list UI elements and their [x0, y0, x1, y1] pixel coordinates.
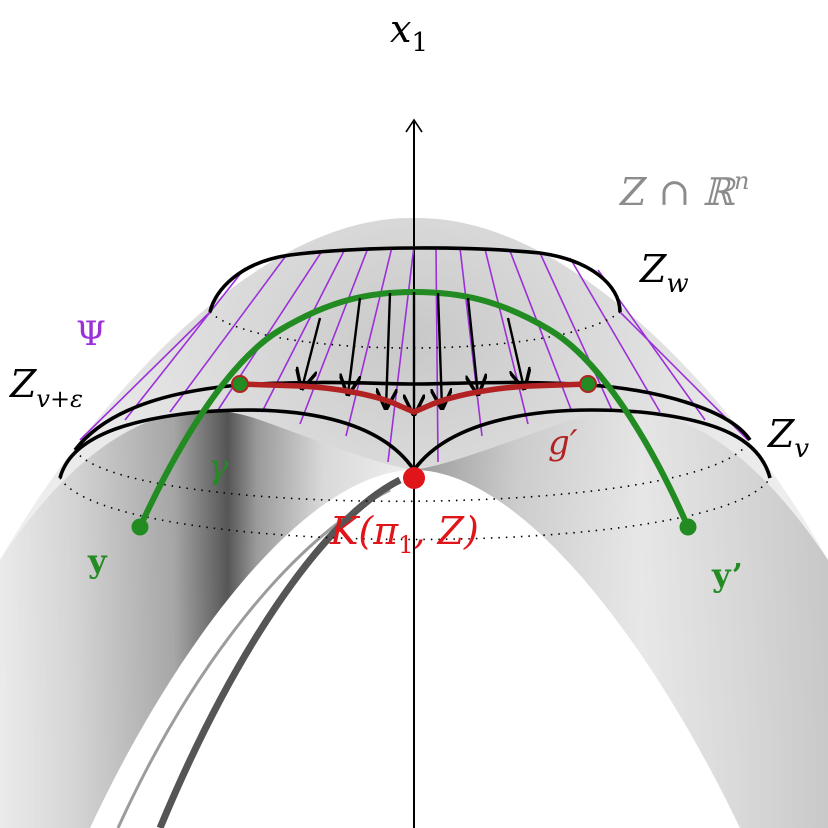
retraction-arrow: [386, 292, 390, 408]
y-label: y: [87, 542, 108, 580]
zve-label: Zv+ε: [9, 362, 83, 413]
retraction-arrows: [302, 292, 524, 414]
surface-dark-fold-inner: [116, 488, 391, 828]
psi-line: [569, 257, 661, 413]
yprime-label: y’: [711, 556, 743, 594]
psi-line: [484, 248, 529, 425]
psi-line: [299, 247, 369, 425]
dotted-back-curves: [59, 311, 771, 541]
retraction-arrow: [506, 317, 524, 388]
retraction-arrow: [348, 297, 362, 394]
zv-right-curve: [412, 408, 772, 479]
psi-line: [387, 245, 415, 463]
psi-line: [79, 311, 211, 441]
psi-line: [459, 247, 483, 437]
zve-back-curve: [74, 439, 751, 503]
point-y: [131, 518, 149, 536]
gprime-label: g′: [548, 423, 578, 463]
retraction-arrow: [468, 297, 478, 394]
zv-label: Zv: [767, 412, 809, 464]
zw-label: Zw: [639, 247, 689, 299]
surface-right-leg: [414, 410, 828, 828]
axis-arrowhead: [405, 118, 423, 133]
psi-flow-lines: [79, 245, 749, 463]
point-yprime: [679, 518, 697, 536]
zw-curve: [208, 246, 622, 313]
points: [131, 375, 697, 536]
psi-line: [539, 252, 613, 411]
gamma-label: γ: [208, 447, 229, 487]
zw-back-curve: [209, 311, 621, 349]
psi-line: [435, 246, 439, 463]
set-label: Z ∩ ℝn: [619, 167, 749, 214]
surface-left-leg: [0, 410, 414, 828]
psi-line: [124, 267, 246, 421]
surface: [0, 217, 828, 828]
axis-label: x1: [390, 7, 428, 58]
k-label: K(π1, Z): [329, 509, 479, 559]
point-gamma-left: [231, 375, 249, 393]
retraction-arrow: [438, 292, 442, 408]
point-k: [403, 467, 425, 489]
psi-line: [345, 246, 393, 437]
gprime-curve: [239, 381, 589, 415]
point-gamma-right: [579, 375, 597, 393]
psi-line: [169, 256, 286, 413]
labels: x1 Z ∩ ℝn Zw Zv+ε Zv Ψ γ g′ y y’ K(π1, Z…: [9, 7, 809, 594]
psi-label: Ψ: [76, 314, 106, 354]
surface-outer-band: [0, 217, 828, 828]
retraction-arrow: [302, 317, 322, 388]
